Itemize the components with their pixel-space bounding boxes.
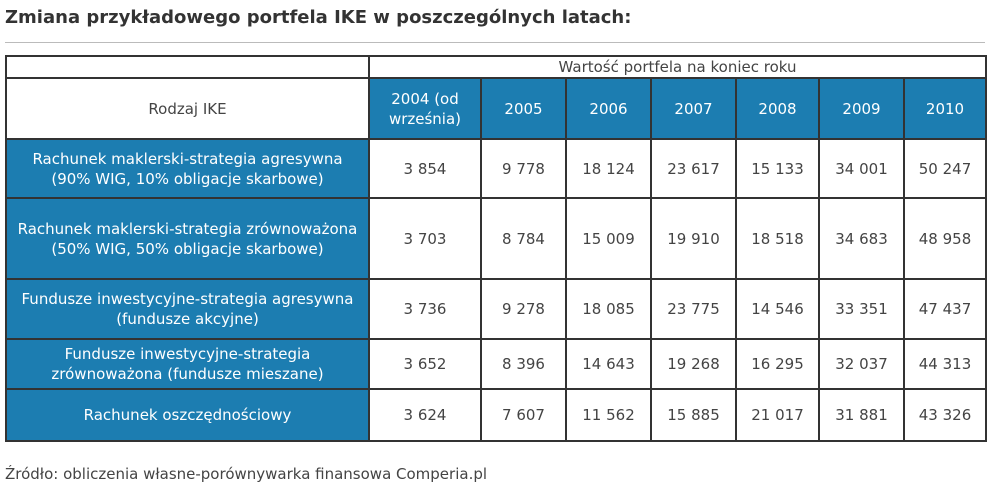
cell: 33 351 <box>818 278 905 340</box>
cell: 8 784 <box>480 197 567 280</box>
cell: 16 295 <box>735 338 820 390</box>
cell: 14 643 <box>565 338 652 390</box>
year-header: 2010 <box>902 77 987 140</box>
row-label: Fundusze inwestycyjne-strategia zrównowa… <box>5 338 370 390</box>
cell: 3 854 <box>368 138 482 199</box>
cell: 19 268 <box>650 338 737 390</box>
table: Wartość portfela na koniec roku Rodzaj I… <box>5 55 987 442</box>
cell: 43 326 <box>902 388 987 442</box>
empty-cell <box>5 55 370 79</box>
cell: 8 396 <box>480 338 567 390</box>
cell: 3 652 <box>368 338 482 390</box>
year-header: 2009 <box>818 77 905 140</box>
cell: 50 247 <box>902 138 987 199</box>
title: Zmiana przykładowego portfela IKE w posz… <box>5 7 632 28</box>
row: Fundusze inwestycyjne-strategia agresywn… <box>5 278 987 340</box>
cell: 3 736 <box>368 278 482 340</box>
cell: 15 885 <box>650 388 737 442</box>
row-label: Fundusze inwestycyjne-strategia agresywn… <box>5 278 370 340</box>
cell: 21 017 <box>735 388 820 442</box>
row: Rachunek maklerski-strategia agresywna (… <box>5 138 987 199</box>
year-header: 2004 (od września) <box>368 77 482 140</box>
cell: 23 617 <box>650 138 737 199</box>
cell: 31 881 <box>818 388 905 442</box>
year-header: 2005 <box>480 77 567 140</box>
cell: 34 683 <box>818 197 905 280</box>
cell: 14 546 <box>735 278 820 340</box>
cell: 19 910 <box>650 197 737 280</box>
row-header: Rodzaj IKE <box>5 77 370 140</box>
cell: 15 133 <box>735 138 820 199</box>
cell: 18 518 <box>735 197 820 280</box>
cell: 3 624 <box>368 388 482 442</box>
cell: 34 001 <box>818 138 905 199</box>
cell: 9 278 <box>480 278 567 340</box>
row-label: Rachunek maklerski-strategia agresywna (… <box>5 138 370 199</box>
cell: 9 778 <box>480 138 567 199</box>
cell: 11 562 <box>565 388 652 442</box>
row-label: Rachunek oszczędnościowy <box>5 388 370 442</box>
cell: 44 313 <box>902 338 987 390</box>
row: Fundusze inwestycyjne-strategia zrównowa… <box>5 338 987 390</box>
cell: 15 009 <box>565 197 652 280</box>
row-label: Rachunek maklerski-strategia zrównoważon… <box>5 197 370 280</box>
cell: 32 037 <box>818 338 905 390</box>
cell: 18 124 <box>565 138 652 199</box>
cell: 47 437 <box>902 278 987 340</box>
row: Rachunek maklerski-strategia zrównoważon… <box>5 197 987 280</box>
group-header: Wartość portfela na koniec roku <box>367 55 987 79</box>
year-header: 2006 <box>565 77 652 140</box>
year-header: 2007 <box>650 77 737 140</box>
cell: 3 703 <box>368 197 482 280</box>
cell: 18 085 <box>565 278 652 340</box>
cell: 48 958 <box>902 197 987 280</box>
row: Rachunek oszczędnościowy 3 624 7 607 11 562… <box>5 388 987 442</box>
cell: 23 775 <box>650 278 737 340</box>
cell: 7 607 <box>480 388 567 442</box>
year-header: 2008 <box>735 77 820 140</box>
source: Źródło: obliczenia własne-porównywarka f… <box>5 465 488 483</box>
rule <box>5 42 985 43</box>
